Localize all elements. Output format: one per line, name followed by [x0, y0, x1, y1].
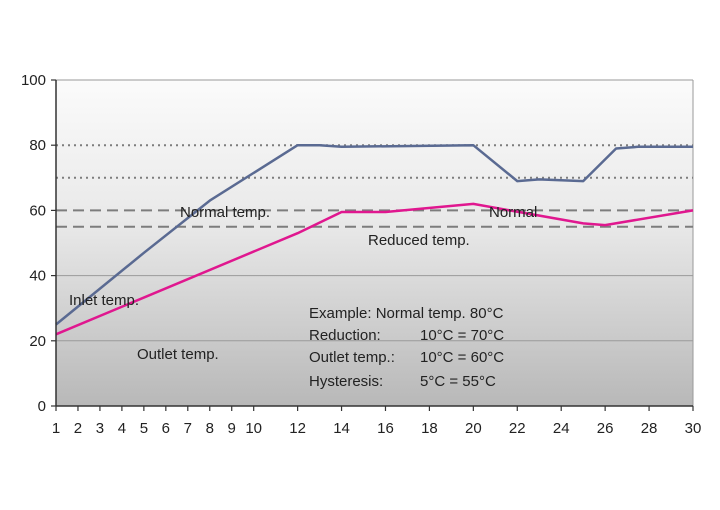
x-tick-label: 26	[597, 420, 614, 437]
example-line-2-value: 10°C = 70°C	[420, 327, 504, 344]
x-tick-label: 24	[553, 420, 570, 437]
example-line-4-label: Hysteresis:	[309, 373, 383, 390]
plot-area	[56, 80, 693, 406]
x-tick-label: 16	[377, 420, 394, 437]
x-tick-label: 6	[162, 420, 170, 437]
example-line-4-value: 5°C = 55°C	[420, 373, 496, 390]
x-tick-label: 28	[641, 420, 658, 437]
x-tick-label: 14	[333, 420, 350, 437]
annotations: Normal temp. Normal Reduced temp. Inlet …	[69, 204, 537, 390]
y-tick-label: 20	[29, 333, 46, 350]
x-tick-label: 5	[140, 420, 148, 437]
example-line-3-label: Outlet temp.:	[309, 349, 395, 366]
series-line	[55, 143, 693, 326]
y-tick-label: 80	[29, 137, 46, 154]
x-tick-label: 20	[465, 420, 482, 437]
x-tick-label: 7	[184, 420, 192, 437]
x-tick-label: 12	[289, 420, 306, 437]
x-tick-labels: 1 2 3 4 5 6 7 8 9 10 12 14 16 18 20 22 24 26 28 30	[52, 406, 702, 437]
x-tick-label: 2	[74, 420, 82, 437]
y-tick-label: 40	[29, 268, 46, 285]
x-tick-label: 22	[509, 420, 526, 437]
x-tick-label: 1	[52, 420, 60, 437]
x-tick-label: 8	[206, 420, 214, 437]
axes	[55, 80, 693, 407]
x-tick-label: 3	[96, 420, 104, 437]
x-tick-label: 10	[245, 420, 262, 437]
x-tick-label: 18	[421, 420, 438, 437]
example-line-1: Example: Normal temp. 80°C	[309, 305, 504, 322]
x-tick-label: 4	[118, 420, 126, 437]
annotation-normal-temp: Normal temp.	[180, 204, 270, 221]
example-line-2-label: Reduction:	[309, 327, 381, 344]
y-tick-label: 0	[38, 398, 46, 415]
series-line	[55, 202, 694, 336]
annotation-inlet-temp: Inlet temp.	[69, 292, 139, 309]
example-line-3-value: 10°C = 60°C	[420, 349, 504, 366]
series-lines	[55, 143, 694, 336]
y-tick-label: 100	[21, 72, 46, 89]
annotation-outlet-temp: Outlet temp.	[137, 346, 219, 363]
y-tick-labels: 0 20 40 60 80 100	[21, 72, 56, 415]
x-tick-label: 30	[685, 420, 702, 437]
x-tick-label: 9	[228, 420, 236, 437]
annotation-normal: Normal	[489, 204, 537, 221]
y-tick-label: 60	[29, 202, 46, 219]
annotation-reduced-temp: Reduced temp.	[368, 232, 470, 249]
grid	[56, 79, 694, 406]
